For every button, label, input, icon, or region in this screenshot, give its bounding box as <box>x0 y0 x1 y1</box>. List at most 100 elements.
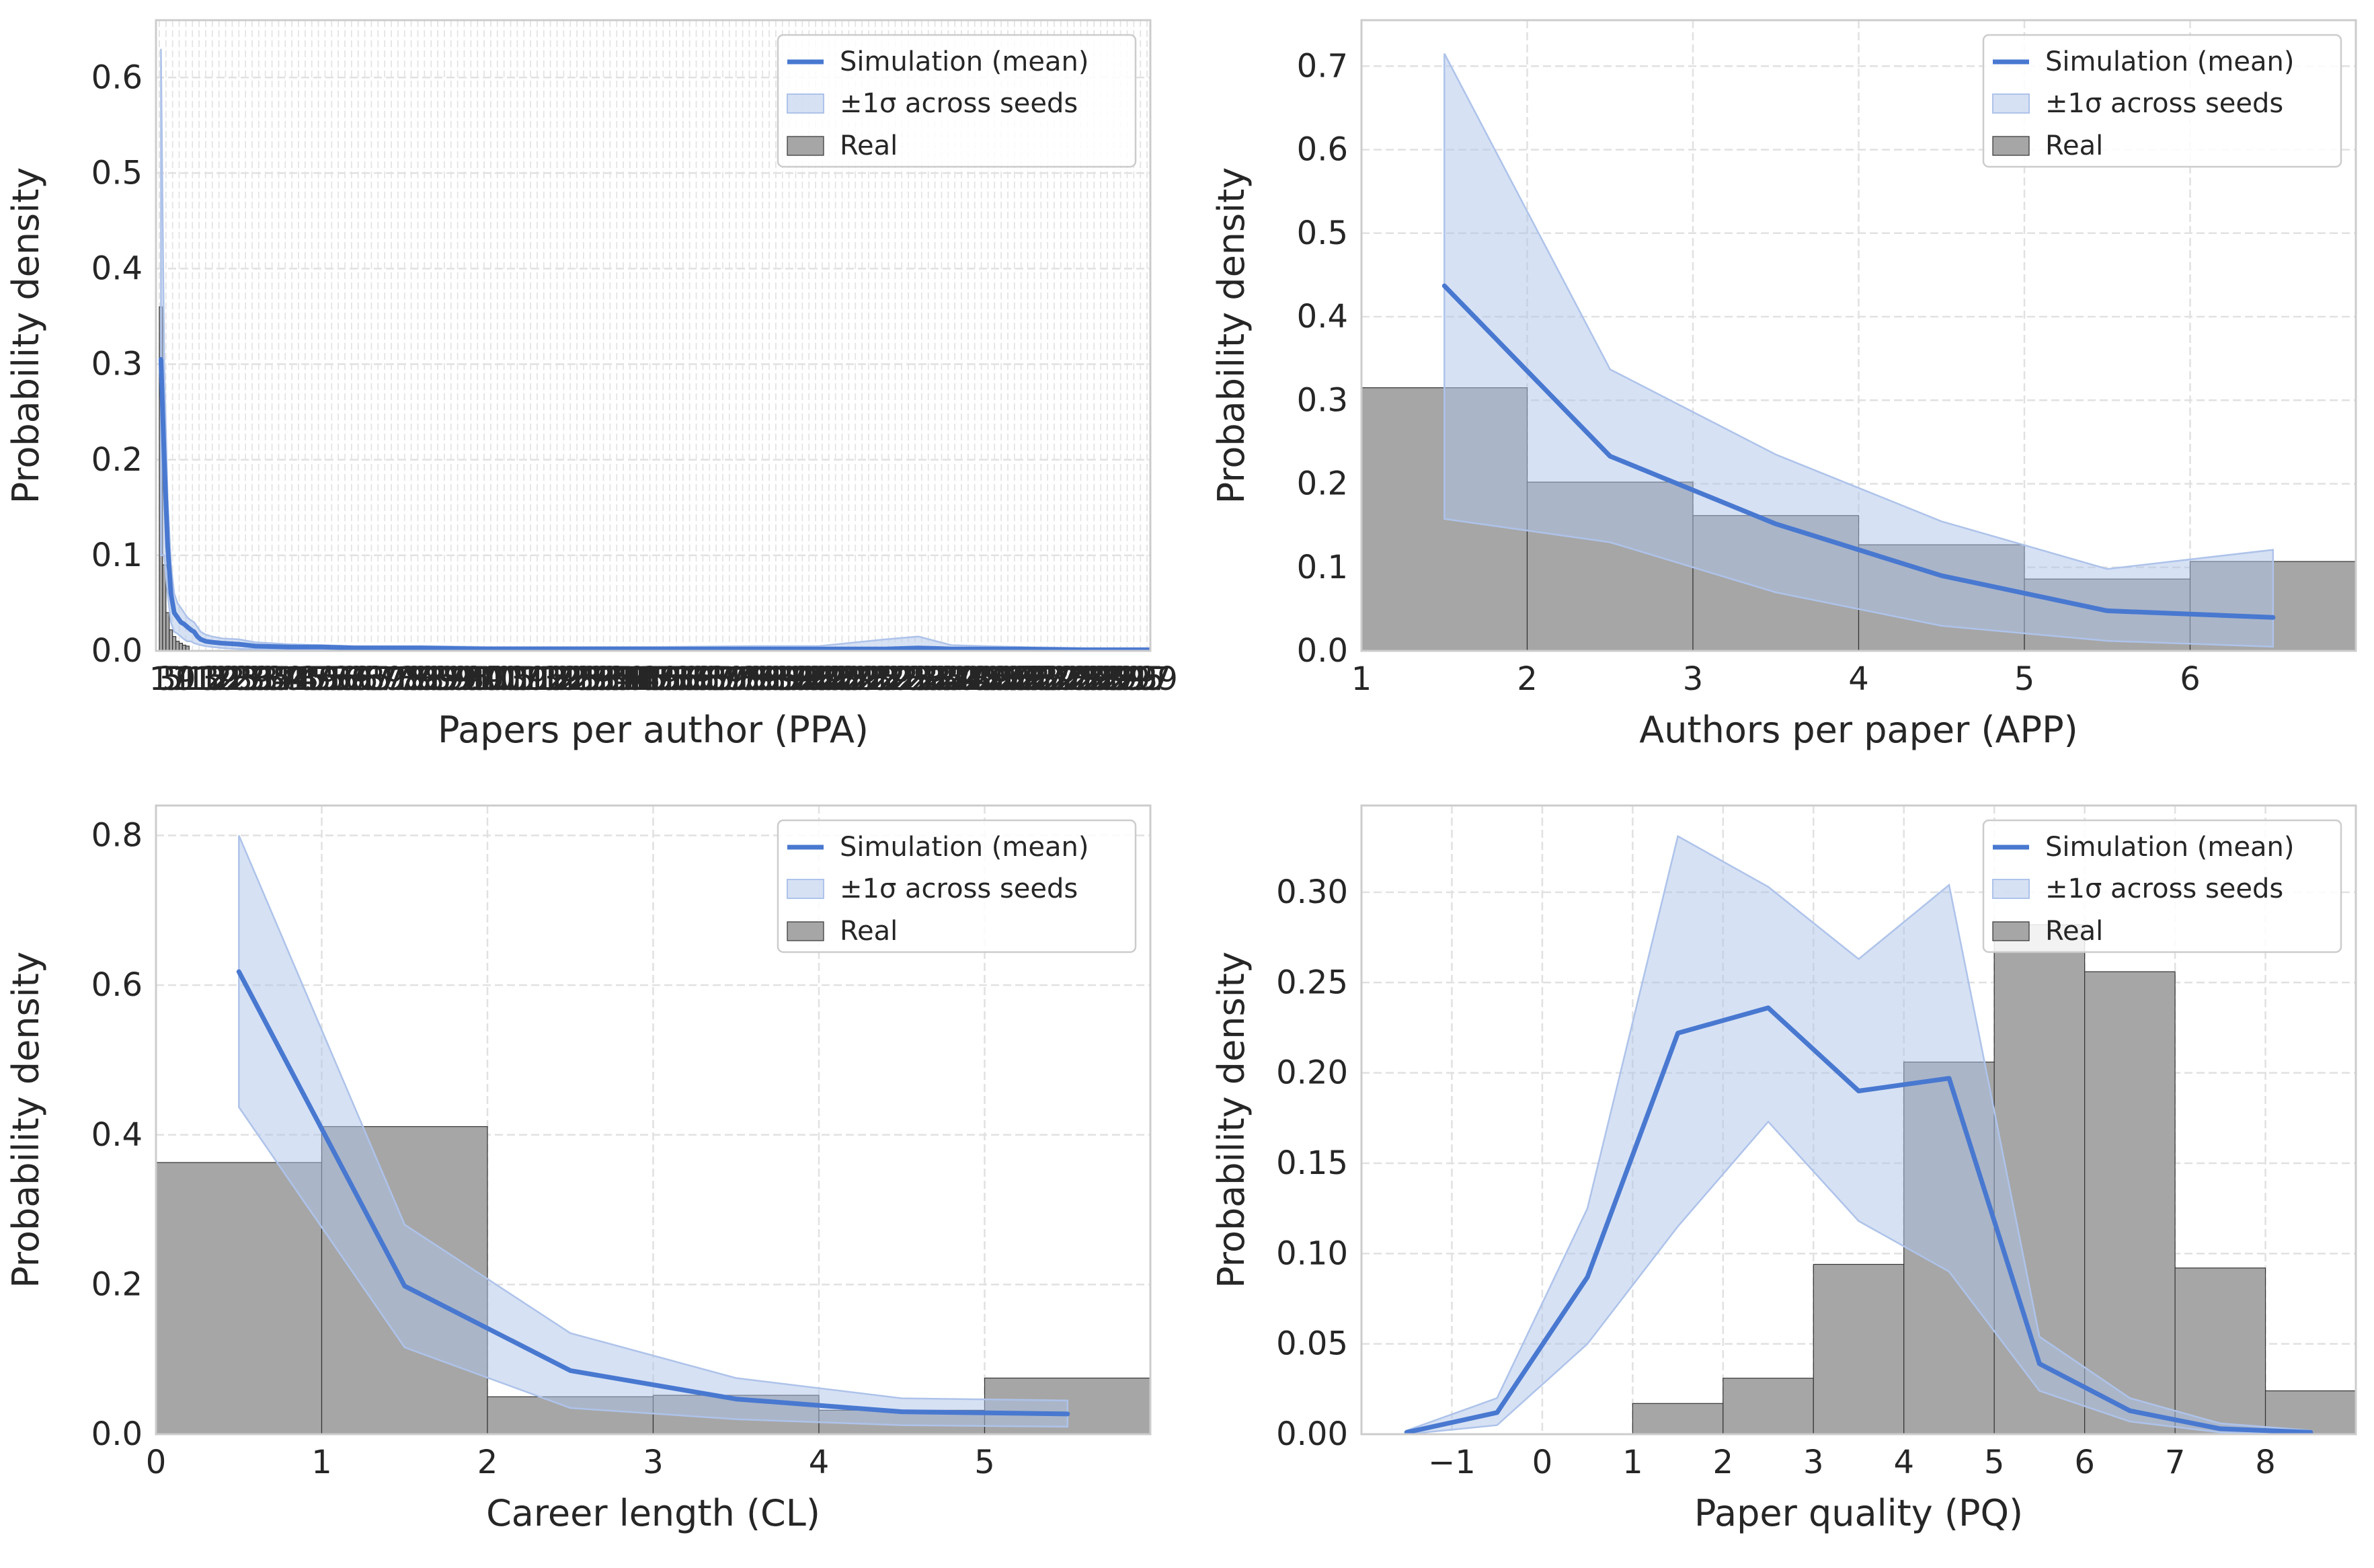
x-tick-label: 125 <box>539 660 601 698</box>
x-tick-label: 133 <box>566 660 628 698</box>
x-tick-label: 139 <box>586 660 647 698</box>
x-tick-label: −1 <box>1428 1444 1476 1481</box>
x-tick-label: 267 <box>1010 660 1072 698</box>
y-tick-label: 0.5 <box>91 154 143 192</box>
x-tick-label: 273 <box>1030 660 1092 698</box>
x-tick-label: 265 <box>1004 660 1066 698</box>
x-tick-label: 87 <box>424 660 465 698</box>
x-tick-label: 59 <box>331 660 372 698</box>
x-tick-label: 121 <box>526 660 588 698</box>
x-tick-label: 165 <box>672 660 734 698</box>
x-tick-label: 151 <box>626 660 688 698</box>
x-tick-label: 193 <box>765 660 827 698</box>
real-bar <box>1632 1403 1724 1434</box>
x-tick-label: 49 <box>298 660 339 698</box>
y-axis-label: Probability density <box>1210 167 1253 504</box>
x-tick-label: 281 <box>1057 660 1119 698</box>
x-tick-label: 235 <box>904 660 966 698</box>
sigma-band <box>1443 53 2274 648</box>
legend: Simulation (mean) ±1σ across seeds Real <box>1982 34 2342 168</box>
legend-label-real: Real <box>840 130 898 161</box>
x-tick-label: 0 <box>1532 1444 1553 1481</box>
x-tick-label: 1 <box>1622 1444 1643 1481</box>
x-tick-label: 69 <box>364 660 405 698</box>
x-tick-label: 85 <box>418 660 459 698</box>
legend-label-band: ±1σ across seeds <box>2045 873 2283 904</box>
real-bar <box>1723 1378 1814 1434</box>
x-tick-label: 3 <box>1803 1444 1824 1481</box>
x-tick-label: 185 <box>738 660 800 698</box>
x-tick-label: 223 <box>865 660 926 698</box>
x-tick-label: 23 <box>212 660 253 698</box>
x-tick-label: 31 <box>238 660 279 698</box>
x-tick-label: 4 <box>1893 1444 1914 1481</box>
x-tick-label: 261 <box>990 660 1052 698</box>
x-tick-label: 257 <box>977 660 1039 698</box>
x-tick-label: 159 <box>652 660 714 698</box>
x-tick-label: 107 <box>480 660 542 698</box>
x-tick-label: 279 <box>1050 660 1112 698</box>
y-axis-label: Probability density <box>1210 951 1253 1288</box>
x-tick-label: 83 <box>411 660 452 698</box>
legend-label-simulation: Simulation (mean) <box>2045 46 2294 77</box>
x-tick-label: 0 <box>146 1444 167 1481</box>
x-axis-label: Career length (CL) <box>486 1492 820 1534</box>
x-tick-label: 37 <box>258 660 299 698</box>
x-tick-label: 191 <box>758 660 820 698</box>
real-bar <box>2174 1267 2266 1434</box>
y-tick-label: 0.2 <box>1297 465 1348 503</box>
x-tick-label: 177 <box>712 660 774 698</box>
x-tick-label: 2 <box>1517 660 1538 698</box>
y-tick-label: 0.6 <box>1297 131 1348 169</box>
legend-real-swatch <box>1992 136 2030 156</box>
real-bar <box>172 636 177 651</box>
x-tick-label: 5 <box>974 1444 995 1481</box>
x-tick-label: 119 <box>520 660 582 698</box>
x-tick-label: 219 <box>851 660 913 698</box>
x-tick-label: 291 <box>1090 660 1152 698</box>
x-tick-label: 21 <box>205 660 246 698</box>
x-tick-label: 1 <box>149 660 170 698</box>
x-tick-label: 233 <box>898 660 959 698</box>
x-tick-label: 167 <box>678 660 740 698</box>
x-tick-label: 109 <box>487 660 549 698</box>
x-tick-label: 259 <box>984 660 1045 698</box>
x-tick-label: 45 <box>284 660 325 698</box>
panel-app: 0.0 0.1 0.2 0.3 0.4 0.5 0.6 0.7 1 2 3 4 5 6 Authors pe… <box>1210 19 2357 751</box>
x-tick-label: 127 <box>546 660 608 698</box>
x-tick-label: 263 <box>997 660 1059 698</box>
x-tick-label: 295 <box>1103 660 1165 698</box>
real-bar <box>1813 1263 1905 1434</box>
x-tick-label: 27 <box>225 660 266 698</box>
y-tick-label: 0.3 <box>1297 381 1348 419</box>
x-tick-label: 103 <box>467 660 528 698</box>
legend-frame <box>777 819 1137 953</box>
legend-band-swatch <box>787 93 824 114</box>
x-tick-label: 5 <box>2014 660 2035 698</box>
x-tick-label: 149 <box>619 660 681 698</box>
y-tick-label: 0.1 <box>91 537 143 574</box>
x-tick-label: 2 <box>477 1444 498 1481</box>
x-axis-label: Paper quality (PQ) <box>1694 1492 2023 1534</box>
legend-label-simulation: Simulation (mean) <box>840 46 1089 77</box>
legend-real-swatch <box>787 921 824 941</box>
x-tick-label: 255 <box>970 660 1032 698</box>
sigma-band <box>1405 834 2312 1434</box>
real-bar <box>169 629 173 651</box>
y-tick-label: 0.4 <box>91 1116 143 1154</box>
x-tick-label: 141 <box>592 660 654 698</box>
real-histogram <box>1632 924 2356 1434</box>
x-tick-label: 287 <box>1076 660 1138 698</box>
y-tick-label: 0.0 <box>91 632 143 670</box>
x-tick-label: 1 <box>1351 660 1372 698</box>
legend-label-simulation: Simulation (mean) <box>2045 832 2294 863</box>
y-tick-label: 0.8 <box>91 817 143 855</box>
legend-label-band: ±1σ across seeds <box>840 88 1078 119</box>
legend-label-band: ±1σ across seeds <box>2045 88 2283 119</box>
x-tick-label: 205 <box>805 660 867 698</box>
x-tick-label: 43 <box>278 660 319 698</box>
axes-frame <box>155 19 1152 652</box>
x-tick-label: 51 <box>305 660 346 698</box>
x-tick-label: 271 <box>1023 660 1085 698</box>
